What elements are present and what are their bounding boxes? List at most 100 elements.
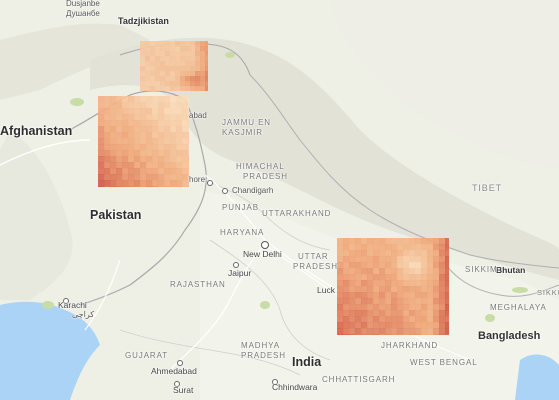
city-label-chandigarh: Chandigarh [232,186,274,195]
heat-cell [355,292,362,299]
heat-cell [421,250,428,257]
heat-cell [427,304,434,311]
heat-cell [170,162,177,169]
heat-cell [433,256,440,263]
heat-cell [122,186,129,187]
heat-cell [409,310,416,317]
heat-cell [152,150,159,157]
heat-cell [343,286,350,293]
heat-cell [409,280,416,287]
heat-cell [415,292,422,299]
heat-cell [150,81,156,87]
heat-cell [373,304,380,311]
heat-cell [110,168,117,175]
heat-cell [403,256,410,263]
heat-cell [355,262,362,269]
heat-cell [385,274,392,281]
heat-cell [165,76,171,82]
heat-cell [349,286,356,293]
heat-cell [361,292,368,299]
heat-cell [175,56,181,62]
heat-cell [188,138,189,145]
heat-cell [433,298,440,305]
heat-cell [116,102,123,109]
heat-cell [188,174,189,181]
heat-cell [433,316,440,323]
heat-cell [104,174,111,181]
heat-cell [367,304,374,311]
heat-cell [367,286,374,293]
heat-cell [385,310,392,317]
heat-cell [433,238,440,245]
heat-cell [182,138,189,145]
heat-cell [165,46,171,52]
heat-cell [110,108,117,115]
heat-cell [104,186,111,187]
heat-cell [164,138,171,145]
heat-cell [433,292,440,299]
heat-cell [361,298,368,305]
heat-cell [188,126,189,133]
heat-cell [175,71,181,77]
heat-cell [164,120,171,127]
heat-cell [361,322,368,329]
heat-cell [409,268,416,275]
heat-cell [361,280,368,287]
heat-cell [122,96,129,103]
heat-cell [146,96,153,103]
heat-cell [176,180,183,187]
heat-cell [190,86,196,91]
heat-cell [385,292,392,299]
heat-cell [140,114,147,121]
heat-cell [373,280,380,287]
heat-cell [385,238,392,245]
heat-cell [391,244,398,251]
heat-cell [439,334,446,335]
heat-cell [110,156,117,163]
heat-cell [379,316,386,323]
heat-cell [128,144,135,151]
heat-cell [134,186,141,187]
heat-cell [409,238,416,245]
heat-cell [122,120,129,127]
heat-cell [337,280,344,287]
city-label-jaipur: Jaipur [228,268,252,278]
heat-cell [155,66,161,72]
heat-cell [445,316,449,323]
city-label-ahmedabad: Ahmedabad [151,366,197,376]
heat-cell [200,51,206,57]
heat-cell [158,96,165,103]
heat-cell [185,61,191,67]
heat-cell [403,238,410,245]
heat-cell [409,256,416,263]
heat-cell [349,334,356,335]
heat-cell [439,280,446,287]
heat-cell [205,81,208,87]
heat-cell [337,268,344,275]
heat-cell [200,41,206,47]
heat-cell [116,150,123,157]
heat-cell [185,66,191,72]
heat-cell [140,86,146,91]
heat-cell [337,310,344,317]
heat-cell [140,156,147,163]
heat-cell [391,274,398,281]
city-label-karachi: Karachi [58,300,87,310]
heat-cell [373,262,380,269]
heat-cell [409,262,416,269]
heat-cell [146,120,153,127]
heat-cell [421,292,428,299]
heat-cell [385,334,392,335]
heat-cell [427,310,434,317]
heat-cell [165,56,171,62]
heat-cell [182,162,189,169]
heat-cell [152,126,159,133]
heat-cell [439,322,446,329]
heat-cell [373,316,380,323]
heat-cell [188,150,189,157]
heat-cell [140,168,147,175]
heat-cell [110,150,117,157]
heat-cell [158,180,165,187]
heat-cell [176,96,183,103]
